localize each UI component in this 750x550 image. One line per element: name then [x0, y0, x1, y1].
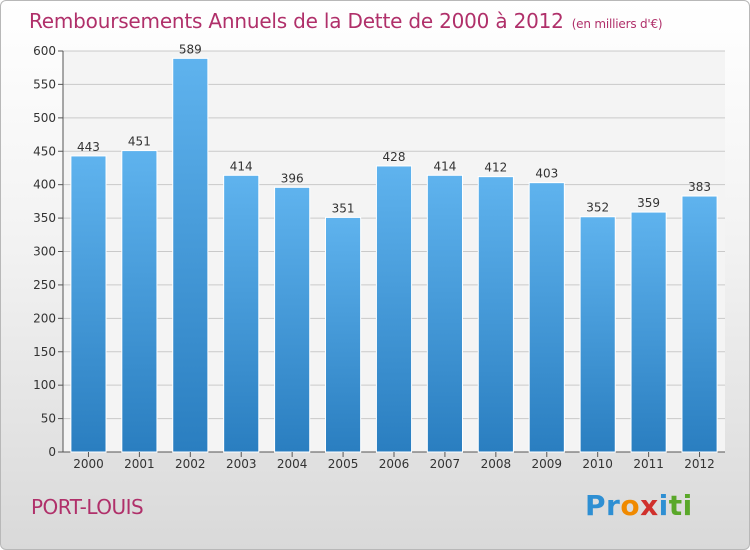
y-tick-label: 150: [33, 345, 56, 359]
y-tick-label: 400: [33, 178, 56, 192]
bar: [375, 165, 413, 453]
logo-letter: r: [606, 489, 621, 522]
bar: [172, 57, 209, 453]
bar-value-label: 414: [433, 159, 456, 173]
y-tick-label: 250: [33, 278, 56, 292]
y-tick-label: 350: [33, 211, 56, 225]
bar: [528, 182, 565, 453]
y-tick-label: 500: [33, 111, 56, 125]
y-tick-label: 100: [33, 378, 56, 392]
y-tick-label: 450: [33, 144, 56, 158]
x-tick-label: 2003: [226, 457, 257, 471]
x-tick-label: 2004: [277, 457, 308, 471]
bar-value-label: 359: [637, 196, 660, 210]
x-tick-label: 2012: [684, 457, 715, 471]
bar: [325, 216, 362, 453]
bar-value-label: 414: [230, 159, 253, 173]
bar-value-label: 428: [383, 150, 406, 164]
bar: [223, 174, 260, 453]
x-tick-label: 2001: [124, 457, 155, 471]
bar: [579, 216, 616, 453]
x-tick-label: 2010: [582, 457, 613, 471]
chart-title: Remboursements Annuels de la Dette de 20…: [29, 9, 663, 33]
logo-letter: i: [658, 489, 669, 522]
proxiti-logo: Proxiti: [585, 489, 693, 522]
logo-letter: P: [585, 489, 607, 522]
y-tick-label: 50: [41, 412, 56, 426]
chart-unit: (en milliers d'€): [571, 17, 663, 31]
x-tick-label: 2005: [328, 457, 359, 471]
bar: [630, 211, 667, 453]
bar: [274, 186, 311, 453]
y-tick-label: 300: [33, 245, 56, 259]
y-tick-label: 200: [33, 311, 56, 325]
logo-letter: t: [668, 489, 683, 522]
x-tick-label: 2006: [379, 457, 410, 471]
y-tick-label: 0: [48, 445, 56, 459]
y-tick-label: 550: [33, 77, 56, 91]
bar: [477, 176, 514, 453]
bar: [426, 174, 463, 453]
chart-title-text: Remboursements Annuels de la Dette de 20…: [29, 9, 564, 33]
x-tick-label: 2002: [175, 457, 206, 471]
x-tick-label: 2007: [430, 457, 461, 471]
x-tick-label: 2009: [531, 457, 562, 471]
bar-value-label: 589: [179, 42, 202, 56]
bar: [681, 195, 718, 453]
bar-value-label: 352: [586, 201, 609, 215]
x-tick-label: 2011: [633, 457, 664, 471]
bar: [70, 155, 107, 453]
bar-value-label: 351: [332, 201, 355, 215]
logo-letter: o: [620, 489, 641, 522]
bar-value-label: 396: [281, 171, 304, 185]
location-label: PORT-LOUIS: [31, 495, 144, 519]
bar: [121, 150, 158, 453]
logo-letter: i: [682, 489, 693, 522]
bar-value-label: 383: [688, 180, 711, 194]
bar-value-label: 443: [77, 140, 100, 154]
logo-letter: x: [640, 489, 659, 522]
y-tick-label: 600: [33, 44, 56, 58]
bar-value-label: 451: [128, 135, 151, 149]
x-tick-label: 2000: [73, 457, 104, 471]
bar-value-label: 412: [484, 161, 507, 175]
x-tick-label: 2008: [481, 457, 512, 471]
bar-value-label: 403: [535, 167, 558, 181]
